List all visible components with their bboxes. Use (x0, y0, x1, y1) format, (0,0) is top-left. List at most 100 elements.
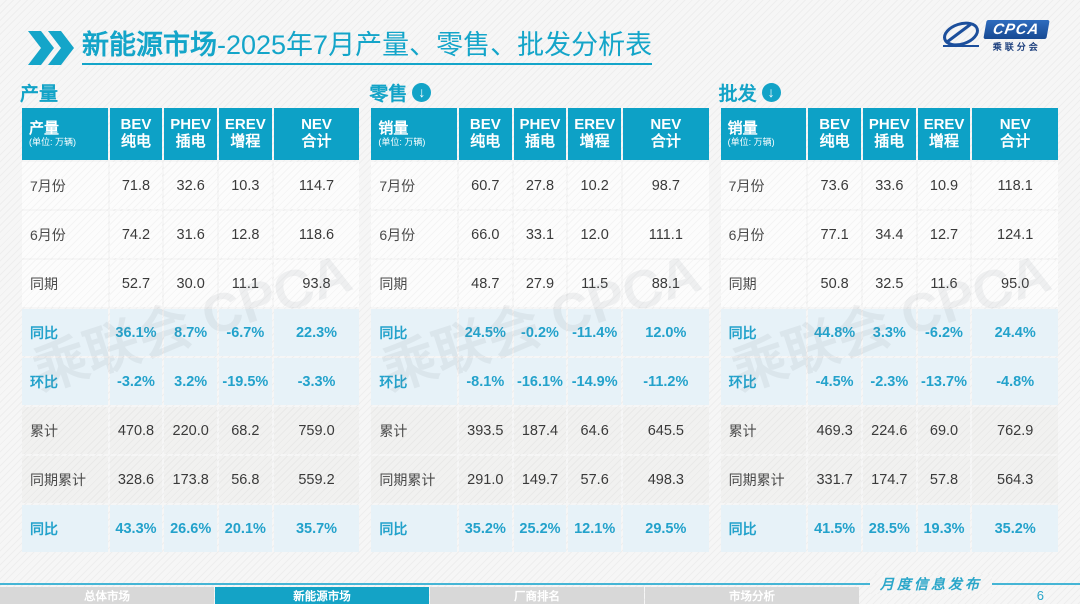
table-row: 累计 469.3 224.6 69.0 762.9 (720, 407, 1058, 454)
column-header: BEV 纯电 (109, 108, 163, 160)
cell-value: 118.1 (972, 162, 1058, 209)
arrow-down-circle-icon: ↓ (761, 82, 781, 102)
cell-value: 27.9 (513, 260, 567, 307)
cell-value: 52.7 (109, 260, 163, 307)
bottom-tab-1[interactable]: 新能源市场 (215, 587, 429, 604)
cell-value: 118.6 (273, 211, 360, 258)
row-label: 7月份 (22, 162, 108, 209)
cell-value: 564.3 (972, 456, 1058, 503)
cell-value: -6.2% (917, 309, 971, 356)
table-row: 环比 -8.1% -16.1% -14.9% -11.2% (371, 358, 709, 405)
column-header-en: PHEV (519, 116, 561, 134)
cell-value: 41.5% (808, 505, 861, 552)
section-label: 零售 ↓ (369, 78, 710, 106)
table-row: 同比 44.8% 3.3% -6.2% 24.4% (720, 309, 1058, 356)
slide-header: 新能源市场-2025年7月产量、零售、批发分析表 CPCA 乘联分会 (28, 20, 1060, 72)
table-row: 同比 41.5% 28.5% 19.3% 35.2% (720, 505, 1058, 552)
cell-value: 470.8 (109, 407, 163, 454)
row-label: 6月份 (371, 211, 457, 258)
cell-value: -2.3% (862, 358, 916, 405)
bottom-tab-0[interactable]: 总体市场 (0, 587, 214, 604)
cell-value: 224.6 (862, 407, 916, 454)
unit-label: (单位: 万辆) (378, 137, 426, 148)
cell-value: 73.6 (808, 162, 861, 209)
table-section-1: 零售↓乘联会 CPCA销量(单位: 万辆)BEV纯电PHEV插电EREV增程NE… (369, 78, 710, 554)
column-header-en: NEV (650, 116, 682, 134)
cell-value: 174.7 (862, 456, 916, 503)
row-label: 同期 (371, 260, 457, 307)
cell-value: 3.3% (862, 309, 916, 356)
column-header-en: BEV (819, 116, 851, 134)
cell-value: 95.0 (972, 260, 1058, 307)
column-header: PHEV 插电 (164, 108, 217, 160)
cell-value: 32.6 (164, 162, 217, 209)
cell-value: 19.3% (917, 505, 971, 552)
cell-value: 56.8 (219, 456, 272, 503)
table-row: 同比 24.5% -0.2% -11.4% 12.0% (371, 309, 709, 356)
table-row: 7月份 71.8 32.6 10.3 114.7 (22, 162, 360, 209)
row-label: 同比 (22, 309, 108, 356)
row-label: 累计 (371, 407, 457, 454)
cell-value: 469.3 (808, 407, 861, 454)
column-header-cn: 增程 (230, 133, 261, 150)
data-table: 销量 (单位: 万辆) BEV 纯电 PHEV 插电 EREV 增程 NEV 合计 7月份 60.7 2… (369, 106, 710, 554)
column-header-cn: 合计 (650, 133, 681, 150)
row-label: 累计 (22, 407, 108, 454)
section-label: 产量 (20, 78, 361, 106)
cell-value: -14.9% (568, 358, 622, 405)
cell-value: 27.8 (513, 162, 567, 209)
bottom-tab-3[interactable]: 市场分析 (645, 587, 859, 604)
column-header: PHEV 插电 (513, 108, 567, 160)
cell-value: 12.8 (219, 211, 272, 258)
column-header-en: EREV (923, 116, 965, 134)
arrow-down-circle-icon: ↓ (412, 82, 432, 102)
table-header-measure: 产量 (单位: 万辆) (22, 108, 108, 160)
tables-area: 产量乘联会 CPCA产量(单位: 万辆)BEV纯电PHEV插电EREV增程NEV… (20, 78, 1060, 554)
row-label: 同比 (371, 505, 457, 552)
cell-value: 12.0 (568, 211, 622, 258)
cell-value: 35.2% (458, 505, 512, 552)
column-header: NEV 合计 (273, 108, 360, 160)
row-label: 6月份 (720, 211, 807, 258)
cell-value: 98.7 (623, 162, 709, 209)
cell-value: 57.6 (568, 456, 622, 503)
section-label-text: 批发 (718, 83, 757, 105)
cell-value: 50.8 (808, 260, 861, 307)
cell-value: 71.8 (109, 162, 163, 209)
cell-value: -6.7% (219, 309, 272, 356)
cell-value: 173.8 (164, 456, 217, 503)
cpca-logo: CPCA 乘联分会 (941, 20, 1050, 53)
column-header: BEV 纯电 (458, 108, 512, 160)
data-table: 产量 (单位: 万辆) BEV 纯电 PHEV 插电 EREV 增程 NEV 合计 7月份 71.8 3… (20, 106, 361, 554)
row-label: 同比 (22, 505, 108, 552)
cell-value: 43.3% (109, 505, 163, 552)
table-row: 同比 35.2% 25.2% 12.1% 29.5% (371, 505, 709, 552)
cell-value: 328.6 (109, 456, 163, 503)
footer-divider (0, 583, 1080, 585)
cell-value: 3.2% (164, 358, 217, 405)
cell-value: 74.2 (109, 211, 163, 258)
table-row: 同比 43.3% 26.6% 20.1% 35.7% (22, 505, 360, 552)
cell-value: 77.1 (808, 211, 861, 258)
cell-value: 69.0 (917, 407, 971, 454)
cell-value: 11.6 (917, 260, 971, 307)
publish-label: 月度信息发布 (870, 574, 992, 594)
cell-value: 36.1% (109, 309, 163, 356)
cell-value: 34.4 (862, 211, 916, 258)
cell-value: 114.7 (273, 162, 360, 209)
row-label: 7月份 (371, 162, 457, 209)
cell-value: 33.1 (513, 211, 567, 258)
cell-value: -3.2% (109, 358, 163, 405)
row-label: 同期 (720, 260, 807, 307)
bottom-tab-2[interactable]: 厂商排名 (430, 587, 644, 604)
page-title-market: 新能源市场 (82, 29, 217, 60)
cell-value: 10.3 (219, 162, 272, 209)
column-header-cn: 增程 (928, 133, 959, 150)
table-row: 环比 -4.5% -2.3% -13.7% -4.8% (720, 358, 1058, 405)
row-label: 同比 (720, 505, 807, 552)
column-header-cn: 纯电 (470, 133, 501, 150)
table-row: 同期 52.7 30.0 11.1 93.8 (22, 260, 360, 307)
row-label: 累计 (720, 407, 807, 454)
column-header-cn: 插电 (175, 133, 206, 150)
